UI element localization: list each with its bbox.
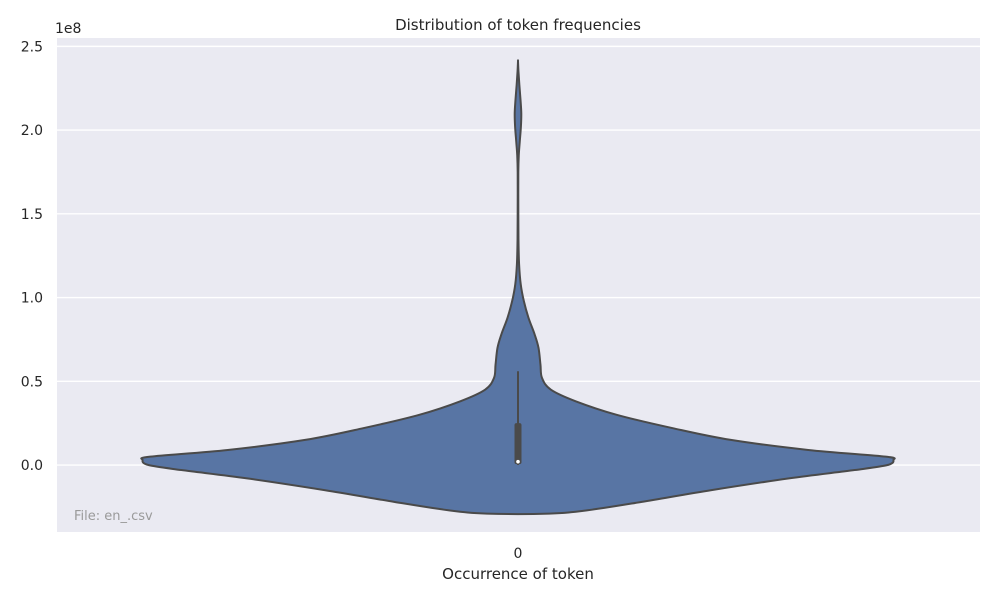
file-annotation: File: en_.csv [74, 509, 153, 524]
violin-body [140, 59, 896, 515]
box-layer [514, 371, 522, 466]
y-tick-label: 1.0 [21, 291, 43, 307]
y-tick-labels: 0.0 0.5 1.0 1.5 2.0 2.5 [21, 39, 43, 474]
y-tick-label: 1.5 [21, 207, 43, 223]
y-tick-label: 0.0 [21, 458, 43, 474]
chart-title: Distribution of token frequencies [395, 16, 641, 34]
y-axis-offset-label: 1e8 [55, 21, 81, 37]
x-tick-label: 0 [514, 546, 523, 562]
box-median-point [516, 459, 520, 464]
y-tick-label: 2.5 [21, 39, 43, 55]
x-tick-labels: 0 [514, 546, 523, 562]
violin-layer [140, 59, 896, 515]
y-tick-label: 0.5 [21, 374, 43, 390]
y-tick-label: 2.0 [21, 123, 43, 139]
x-axis-label: Occurrence of token [442, 565, 594, 583]
box-iqr [514, 423, 522, 465]
